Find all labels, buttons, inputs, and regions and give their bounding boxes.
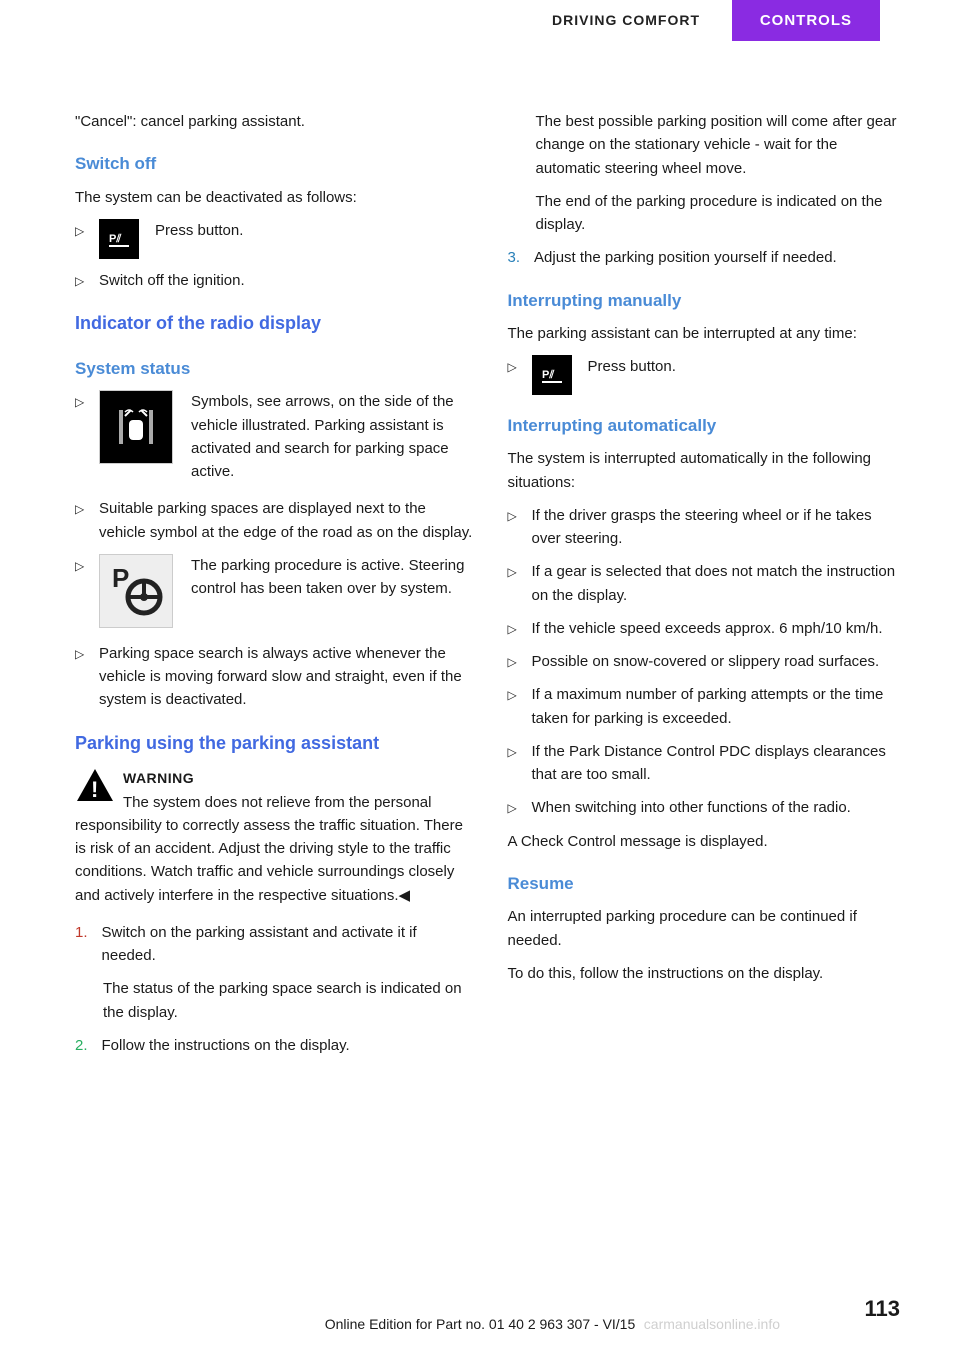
list-item: ▷ Symbols, see arrows, on the side of th… xyxy=(75,390,473,483)
step-sub-1: The status of the parking space search i… xyxy=(103,977,473,1024)
press-button-label: Press button. xyxy=(588,355,676,378)
press-button-label: Press button. xyxy=(155,219,243,242)
svg-text:!: ! xyxy=(91,777,98,802)
auto-item-2: If a gear is selected that does not matc… xyxy=(532,560,906,607)
warning-text: The system does not relieve from the per… xyxy=(75,794,463,904)
status-text-1: Symbols, see arrows, on the side of the … xyxy=(191,390,473,483)
park-button-icon: P⫽ xyxy=(99,219,139,259)
list-item: ▷ If a gear is selected that does not ma… xyxy=(508,560,906,607)
status-text-4: Parking space search is always active wh… xyxy=(99,642,473,712)
auto-item-4: Possible on snow-covered or slippery roa… xyxy=(532,650,880,673)
status-text-3: The parking procedure is active. Steerin… xyxy=(191,554,473,601)
resume-heading: Resume xyxy=(508,871,906,897)
bullet-icon: ▷ xyxy=(75,500,89,519)
step-text-2: Follow the instructions on the display. xyxy=(102,1034,350,1057)
bullet-icon: ▷ xyxy=(75,272,89,291)
bullet-icon: ▷ xyxy=(508,507,522,526)
steering-active-icon: P xyxy=(99,554,173,628)
resume-para-1: An interrupted parking procedure can be … xyxy=(508,905,906,952)
list-item: ▷ When switching into other functions of… xyxy=(508,796,906,819)
interrupt-auto-heading: Interrupting automatically xyxy=(508,413,906,439)
list-item: ▷ P⫽ Press button. xyxy=(75,219,473,259)
footer-line: Online Edition for Part no. 01 40 2 963 … xyxy=(0,1316,960,1332)
auto-item-5: If a maximum number of parking attempts … xyxy=(532,683,906,730)
list-item: ▷ P The parking procedure is active. Ste… xyxy=(75,554,473,628)
bullet-icon: ▷ xyxy=(508,563,522,582)
list-item: ▷ If a maximum number of parking attempt… xyxy=(508,683,906,730)
step-item: 1. Switch on the parking assistant and a… xyxy=(75,921,473,968)
check-control-msg: A Check Control message is displayed. xyxy=(508,830,906,853)
svg-text:P⫽: P⫽ xyxy=(542,369,555,381)
list-item: ▷ Suitable parking spaces are displayed … xyxy=(75,497,473,544)
parking-heading: Parking using the parking assistant xyxy=(75,730,473,758)
step-text-1: Switch on the parking assistant and acti… xyxy=(102,921,473,968)
page-header: DRIVING COMFORT CONTROLS xyxy=(0,0,960,60)
step-number-1: 1. xyxy=(75,921,88,968)
warning-block: ! WARNING The system does not relieve fr… xyxy=(75,767,473,907)
warning-label: WARNING xyxy=(123,770,194,786)
watermark: carmanualsonline.info xyxy=(644,1316,780,1332)
bullet-icon: ▷ xyxy=(75,645,89,664)
parking-sensor-icon xyxy=(99,390,173,464)
list-item: ▷ Switch off the ignition. xyxy=(75,269,473,292)
right-column: The best possible parking position will … xyxy=(508,110,906,1067)
step-text-3: Adjust the parking position yourself if … xyxy=(534,246,837,269)
switch-off-para: The system can be deactivated as follows… xyxy=(75,186,473,209)
switch-ignition-label: Switch off the ignition. xyxy=(99,269,245,292)
best-position-text: The best possible parking position will … xyxy=(536,110,906,180)
bullet-icon: ▷ xyxy=(75,222,89,241)
list-item: ▷ P⫽ Press button. xyxy=(508,355,906,395)
end-procedure-text: The end of the parking procedure is indi… xyxy=(536,190,906,237)
warning-icon: ! xyxy=(75,767,115,803)
step-item: 2. Follow the instructions on the displa… xyxy=(75,1034,473,1057)
bullet-icon: ▷ xyxy=(75,393,89,412)
list-item: ▷ Parking space search is always active … xyxy=(75,642,473,712)
step-number-2: 2. xyxy=(75,1034,88,1057)
auto-item-6: If the Park Distance Control PDC display… xyxy=(532,740,906,787)
bullet-icon: ▷ xyxy=(508,799,522,818)
cancel-text: "Cancel": cancel parking assistant. xyxy=(75,110,473,133)
step-number-3: 3. xyxy=(508,246,521,269)
auto-item-3: If the vehicle speed exceeds approx. 6 m… xyxy=(532,617,883,640)
svg-text:P⫽: P⫽ xyxy=(109,233,122,245)
bullet-icon: ▷ xyxy=(75,557,89,576)
status-text-2: Suitable parking spaces are displayed ne… xyxy=(99,497,473,544)
resume-para-2: To do this, follow the instructions on t… xyxy=(508,962,906,985)
step-item: 3. Adjust the parking position yourself … xyxy=(508,246,906,269)
auto-item-1: If the driver grasps the steering wheel … xyxy=(532,504,906,551)
list-item: ▷ If the driver grasps the steering whee… xyxy=(508,504,906,551)
svg-text:P: P xyxy=(112,563,129,593)
bullet-icon: ▷ xyxy=(508,686,522,705)
list-item: ▷ Possible on snow-covered or slippery r… xyxy=(508,650,906,673)
bullet-icon: ▷ xyxy=(508,358,522,377)
park-button-icon: P⫽ xyxy=(532,355,572,395)
bullet-icon: ▷ xyxy=(508,620,522,639)
switch-off-heading: Switch off xyxy=(75,151,473,177)
auto-item-7: When switching into other functions of t… xyxy=(532,796,851,819)
page-content: "Cancel": cancel parking assistant. Swit… xyxy=(0,60,960,1067)
list-item: ▷ If the Park Distance Control PDC displ… xyxy=(508,740,906,787)
bullet-icon: ▷ xyxy=(508,653,522,672)
interrupt-manual-para: The parking assistant can be interrupted… xyxy=(508,322,906,345)
breadcrumb: DRIVING COMFORT xyxy=(552,12,700,28)
section-tab: CONTROLS xyxy=(732,0,880,41)
interrupt-auto-para: The system is interrupted automatically … xyxy=(508,447,906,494)
list-item: ▷ If the vehicle speed exceeds approx. 6… xyxy=(508,617,906,640)
interrupt-manual-heading: Interrupting manually xyxy=(508,288,906,314)
system-status-heading: System status xyxy=(75,356,473,382)
bullet-icon: ▷ xyxy=(508,743,522,762)
indicator-heading: Indicator of the radio display xyxy=(75,310,473,338)
left-column: "Cancel": cancel parking assistant. Swit… xyxy=(75,110,473,1067)
